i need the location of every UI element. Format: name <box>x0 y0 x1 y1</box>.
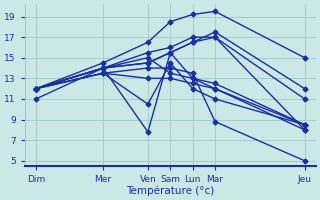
X-axis label: Température (°c): Température (°c) <box>126 185 214 196</box>
